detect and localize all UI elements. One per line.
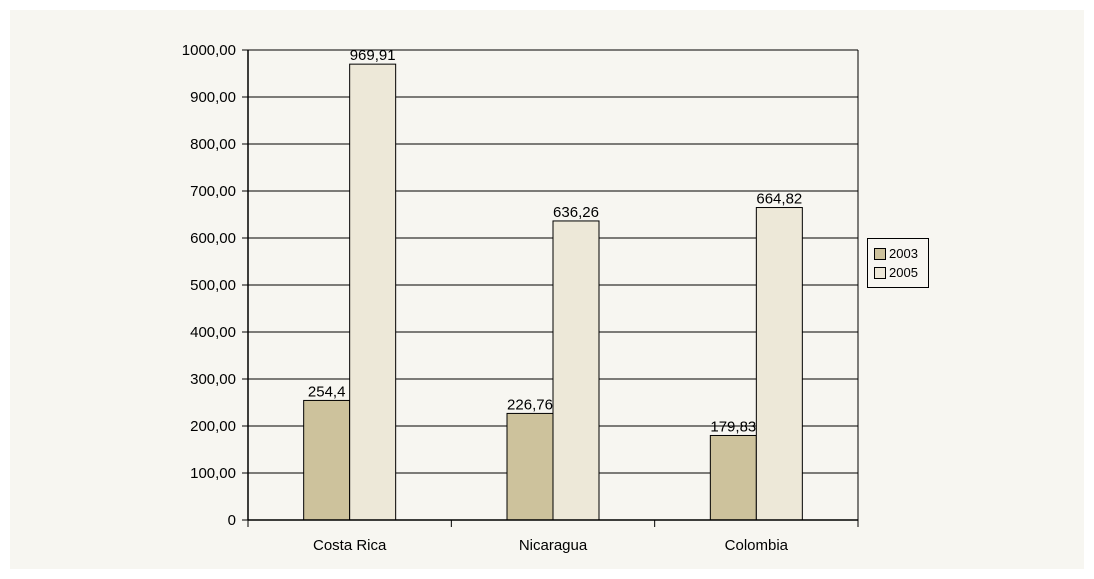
y-tick-label: 200,00: [190, 418, 236, 435]
y-tick-label: 100,00: [190, 465, 236, 482]
x-category-label: Colombia: [725, 537, 789, 554]
data-label: 969,91: [350, 47, 396, 64]
y-tick-label: 700,00: [190, 183, 236, 200]
bar-2005-costa-rica: [349, 63, 397, 521]
legend: 2003 2005: [867, 238, 929, 288]
x-category-label: Nicaragua: [519, 537, 588, 554]
y-tick-label: 400,00: [190, 324, 236, 341]
data-label: 664,82: [756, 191, 802, 208]
y-tick-label: 500,00: [190, 277, 236, 294]
y-tick-label: 300,00: [190, 371, 236, 388]
legend-label-2003: 2003: [889, 246, 918, 261]
data-label: 254,4: [308, 383, 346, 400]
y-tick-label: 800,00: [190, 136, 236, 153]
data-label: 636,26: [553, 204, 599, 221]
bar-2003-nicaragua: [506, 412, 554, 521]
y-tick-label: 0: [228, 512, 236, 529]
bar-2005-nicaragua: [552, 220, 600, 521]
legend-swatch-2005: [874, 266, 886, 279]
y-tick-label: 600,00: [190, 230, 236, 247]
x-category-label: Costa Rica: [313, 537, 387, 554]
legend-label-2005: 2005: [889, 265, 918, 280]
y-tick-label: 900,00: [190, 89, 236, 106]
y-tick-label: 1000,00: [182, 42, 236, 59]
bar-2003-colombia: [709, 434, 757, 521]
bar-2003-costa-rica: [303, 399, 351, 521]
legend-item-2005: 2005: [874, 263, 928, 282]
data-label: 179,83: [710, 418, 756, 435]
data-label: 226,76: [507, 396, 553, 413]
legend-item-2003: 2003: [874, 244, 928, 263]
bar-2005-colombia: [755, 207, 803, 521]
legend-swatch-2003: [874, 247, 886, 260]
